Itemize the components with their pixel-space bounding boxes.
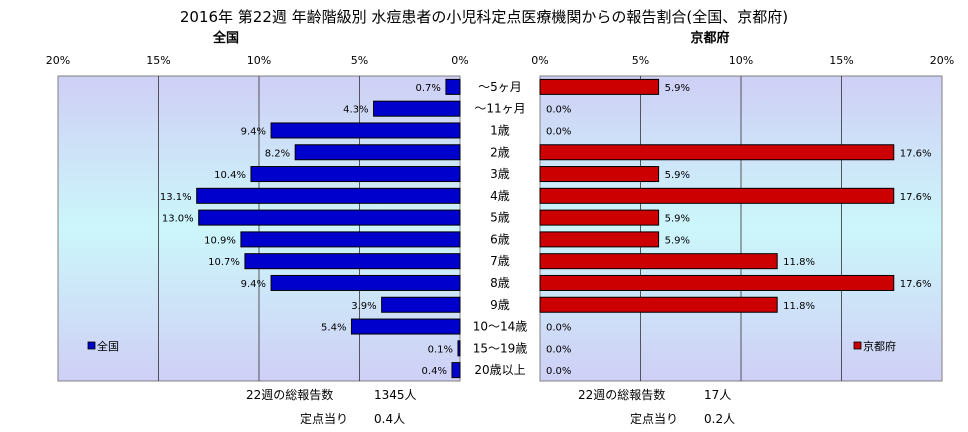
national-bar: [270, 274, 461, 291]
kyoto-data-label: 17.6%: [900, 279, 932, 290]
category-label: 8歳: [490, 276, 510, 290]
kyoto-bar: [539, 78, 660, 95]
national-tick-label: 5%: [351, 54, 368, 67]
category-labels: ～5ヶ月 ～11ヶ月 1歳 2歳 3歳 4歳 5歳 6歳 7歳 8歳 9歳 10～14歳 15～19歳 2…: [473, 80, 528, 377]
category-label: ～11ヶ月: [474, 102, 525, 116]
national-data-label: 4.3%: [343, 105, 368, 116]
kyoto-data-label: 0.0%: [546, 105, 571, 116]
kyoto-bar: [539, 187, 895, 204]
national-tick-label: 10%: [247, 54, 271, 67]
national-bar: [445, 78, 461, 95]
national-legend-label: 全国: [97, 339, 119, 353]
category-label: 15～19歳: [473, 341, 528, 355]
national-data-label: 9.4%: [241, 126, 266, 137]
category-label: 4歳: [490, 189, 510, 203]
kyoto-data-label: 5.9%: [665, 83, 690, 94]
kyoto-data-label: 11.8%: [783, 301, 815, 312]
category-label: ～5ヶ月: [478, 80, 522, 94]
national-bar: [270, 122, 461, 139]
national-tick-label: 0%: [451, 54, 468, 67]
kyoto-data-label: 17.6%: [900, 148, 932, 159]
kyoto-legend-label: 京都府: [863, 339, 896, 353]
national-data-label: 9.4%: [241, 279, 266, 290]
national-bar: [240, 231, 461, 248]
kyoto-bar: [539, 209, 660, 226]
kyoto-per-value: 0.2人: [704, 412, 735, 426]
national-total-value: 1345人: [374, 388, 417, 402]
national-data-label: 10.4%: [214, 170, 246, 181]
category-label: 10～14歳: [473, 320, 528, 334]
national-bar: [373, 100, 461, 117]
national-bar: [196, 187, 461, 204]
left-panel-subtitle: 全国: [212, 30, 239, 46]
national-data-label: 10.9%: [204, 235, 236, 246]
left-panel: 0% 5% 10% 15% 20% 0.7% 4.3% 9.4% 8.2% 10.4% 13.1% 1…: [46, 54, 469, 382]
category-label: 5歳: [490, 211, 510, 225]
kyoto-bar: [539, 274, 895, 291]
right-panel: 0% 5% 10% 15% 20% 5.9% 0.0% 0.0% 17.6% 5.9% 17.6% 5…: [531, 54, 954, 382]
national-bar: [381, 296, 461, 313]
kyoto-data-label: 0.0%: [546, 126, 571, 137]
kyoto-data-label: 5.9%: [665, 235, 690, 246]
kyoto-bar: [539, 296, 778, 313]
category-label: 1歳: [490, 123, 510, 137]
national-total-label: 22週の総報告数: [246, 387, 333, 402]
kyoto-bar: [539, 231, 660, 248]
national-legend-swatch: [87, 341, 96, 350]
national-data-label: 3.9%: [351, 301, 376, 312]
national-per-label: 定点当り: [300, 411, 348, 426]
kyoto-bar: [539, 166, 660, 183]
national-data-label: 13.0%: [162, 214, 194, 225]
national-data-label: 0.7%: [416, 83, 441, 94]
kyoto-tick-label: 0%: [531, 54, 548, 67]
kyoto-tick-label: 5%: [632, 54, 649, 67]
kyoto-data-label: 0.0%: [546, 366, 571, 377]
national-data-label: 5.4%: [321, 323, 346, 334]
national-tick-label: 20%: [46, 54, 70, 67]
category-label: 9歳: [490, 298, 510, 312]
category-label: 2歳: [490, 145, 510, 159]
national-bar: [250, 166, 461, 183]
kyoto-bar: [539, 144, 895, 161]
kyoto-total-value: 17人: [704, 388, 731, 402]
kyoto-bar: [539, 253, 778, 270]
national-data-label: 0.4%: [422, 366, 447, 377]
kyoto-tick-label: 20%: [930, 54, 954, 67]
kyoto-tick-label: 15%: [829, 54, 853, 67]
kyoto-data-label: 0.0%: [546, 323, 571, 334]
category-label: 20歳以上: [474, 363, 525, 377]
kyoto-data-label: 0.0%: [546, 344, 571, 355]
national-data-label: 8.2%: [265, 148, 290, 159]
kyoto-tick-label: 10%: [729, 54, 753, 67]
kyoto-total-label: 22週の総報告数: [578, 387, 665, 402]
kyoto-data-label: 17.6%: [900, 192, 932, 203]
kyoto-data-label: 5.9%: [665, 214, 690, 225]
national-bar: [350, 318, 461, 335]
kyoto-data-label: 5.9%: [665, 170, 690, 181]
category-label: 7歳: [490, 254, 510, 268]
chart-title: 2016年 第22週 年齢階級別 水痘患者の小児科定点医療機関からの報告割合(全…: [180, 8, 788, 26]
national-bar: [244, 253, 461, 270]
national-bar: [294, 144, 461, 161]
national-per-value: 0.4人: [374, 412, 405, 426]
national-data-label: 0.1%: [428, 344, 453, 355]
category-label: 6歳: [490, 232, 510, 246]
category-label: 3歳: [490, 167, 510, 181]
kyoto-data-label: 11.8%: [783, 257, 815, 268]
national-bar: [198, 209, 461, 226]
national-tick-label: 15%: [146, 54, 170, 67]
national-bar: [451, 362, 461, 379]
kyoto-per-label: 定点当り: [630, 411, 678, 426]
right-panel-subtitle: 京都府: [690, 30, 729, 46]
national-bar: [457, 340, 461, 357]
kyoto-legend-swatch: [853, 341, 862, 350]
national-data-label: 13.1%: [160, 192, 192, 203]
national-data-label: 10.7%: [208, 257, 240, 268]
